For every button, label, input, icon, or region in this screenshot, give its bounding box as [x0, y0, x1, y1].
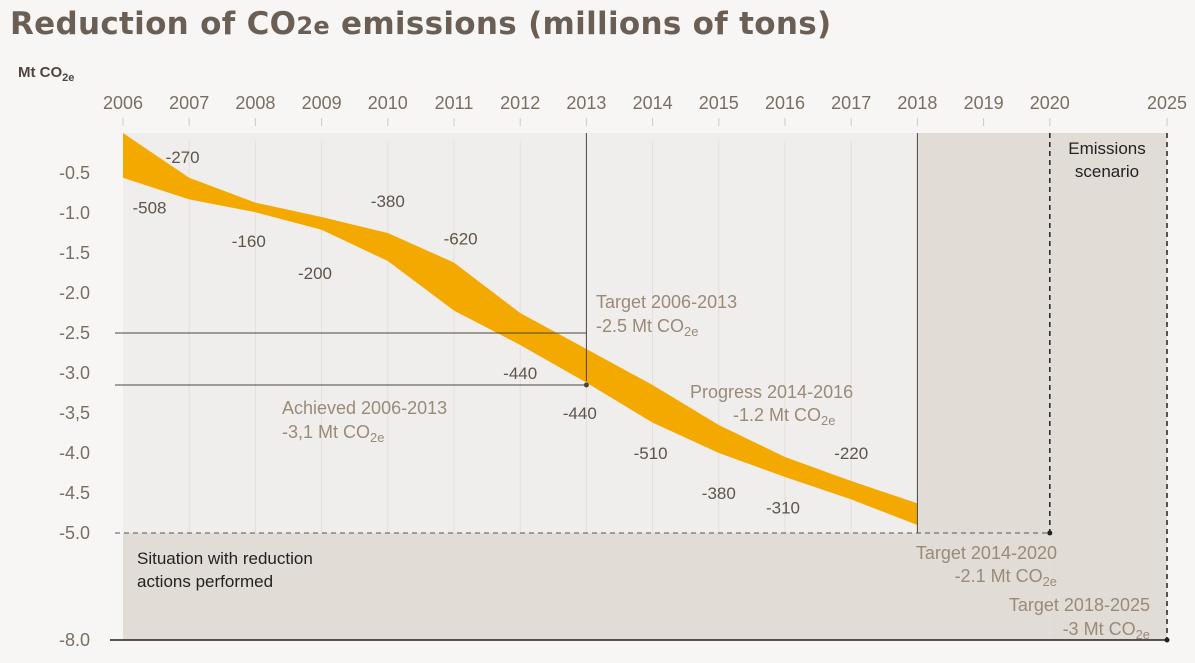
- value-label: -510: [634, 444, 668, 463]
- y-axis-unit: Mt CO2e: [18, 64, 75, 84]
- scenario-area: [1049, 133, 1167, 641]
- y-tick-label: -3.0: [59, 363, 90, 383]
- x-tick-label: 2020: [1030, 93, 1070, 113]
- value-label: -620: [444, 230, 478, 249]
- value-label: -310: [766, 498, 800, 517]
- value-label: -270: [166, 148, 200, 167]
- y-tick-label: -3,5: [59, 403, 90, 423]
- value-label: -440: [563, 404, 597, 423]
- value-label: -200: [298, 264, 332, 283]
- target-2025-value: -3 Mt CO2e: [1063, 619, 1150, 642]
- tick-labels: 2006 2007 2008 2009 2010 2011 2012 2013 2014 2015…: [59, 93, 1187, 650]
- x-tick-label: 2012: [500, 93, 540, 113]
- value-label: -380: [371, 192, 405, 211]
- y-tick-label: -0.5: [59, 163, 90, 183]
- target-2013-label: Target 2006-2013: [596, 292, 737, 312]
- situation-area: [123, 533, 1050, 641]
- progress-value: -1.2 Mt CO2e: [733, 405, 835, 428]
- x-tick-label: 2007: [169, 93, 209, 113]
- shaded-2018-2020: [917, 133, 1050, 533]
- y-tick-label: -4.0: [59, 443, 90, 463]
- y-tick-label: -1.0: [59, 203, 90, 223]
- value-label: -440: [503, 364, 537, 383]
- scenario-label: Emissions: [1068, 139, 1145, 158]
- annotations: Target 2006-2013 -2.5 Mt CO2e Achieved 200…: [137, 139, 1150, 642]
- x-tick-label: 2019: [964, 93, 1004, 113]
- value-label: -160: [232, 232, 266, 251]
- target-2025-label: Target 2018-2025: [1009, 595, 1150, 615]
- chart-title: Reduction of CO2e emissions (millions of…: [10, 6, 832, 42]
- x-tick-label: 2016: [765, 93, 805, 113]
- x-tick-label: 2013: [566, 93, 606, 113]
- x-tick-label: 2017: [831, 93, 871, 113]
- progress-label: Progress 2014-2016: [690, 382, 853, 402]
- value-label: -380: [702, 484, 736, 503]
- target-2020-value: -2.1 Mt CO2e: [955, 566, 1057, 589]
- target-2020-label: Target 2014-2020: [916, 543, 1057, 563]
- x-tick-label: 2008: [235, 93, 275, 113]
- y-tick-label: -2.5: [59, 323, 90, 343]
- y-tick-label: -5.0: [59, 523, 90, 543]
- band-layer: [123, 133, 918, 525]
- situation-label-2: actions performed: [137, 572, 273, 591]
- situation-label: Situation with reduction: [137, 549, 313, 568]
- x-tick-label: 2009: [302, 93, 342, 113]
- x-tick-label: 2010: [368, 93, 408, 113]
- y-tick-label: -4.5: [59, 483, 90, 503]
- achieved-2013-dot: [583, 382, 589, 388]
- value-labels: -270 -508 -160 -200 -380 -620 -440 -440 -510 -380…: [132, 148, 868, 517]
- y-tick-label: -2.0: [59, 283, 90, 303]
- x-tick-label: 2006: [103, 93, 143, 113]
- value-label: -220: [834, 444, 868, 463]
- value-label: -508: [132, 198, 166, 217]
- achieved-2013-value: -3,1 Mt CO2e: [282, 422, 384, 445]
- x-tick-label: 2015: [699, 93, 739, 113]
- target-2013-value: -2.5 Mt CO2e: [596, 316, 698, 339]
- y-tick-label: -1.5: [59, 243, 90, 263]
- reference-lines: [110, 133, 1170, 643]
- x-tick-label: 2014: [633, 93, 673, 113]
- y-tick-label: -8.0: [59, 630, 90, 650]
- x-tick-label: 2025: [1147, 93, 1187, 113]
- target-2020-dot: [1047, 530, 1053, 536]
- target-2025-dot: [1164, 637, 1170, 643]
- emissions-band: [123, 133, 918, 525]
- x-tick-label: 2011: [435, 93, 474, 113]
- achieved-2013-label: Achieved 2006-2013: [282, 398, 447, 418]
- x-tick-label: 2018: [897, 93, 937, 113]
- scenario-label-2: scenario: [1075, 162, 1139, 181]
